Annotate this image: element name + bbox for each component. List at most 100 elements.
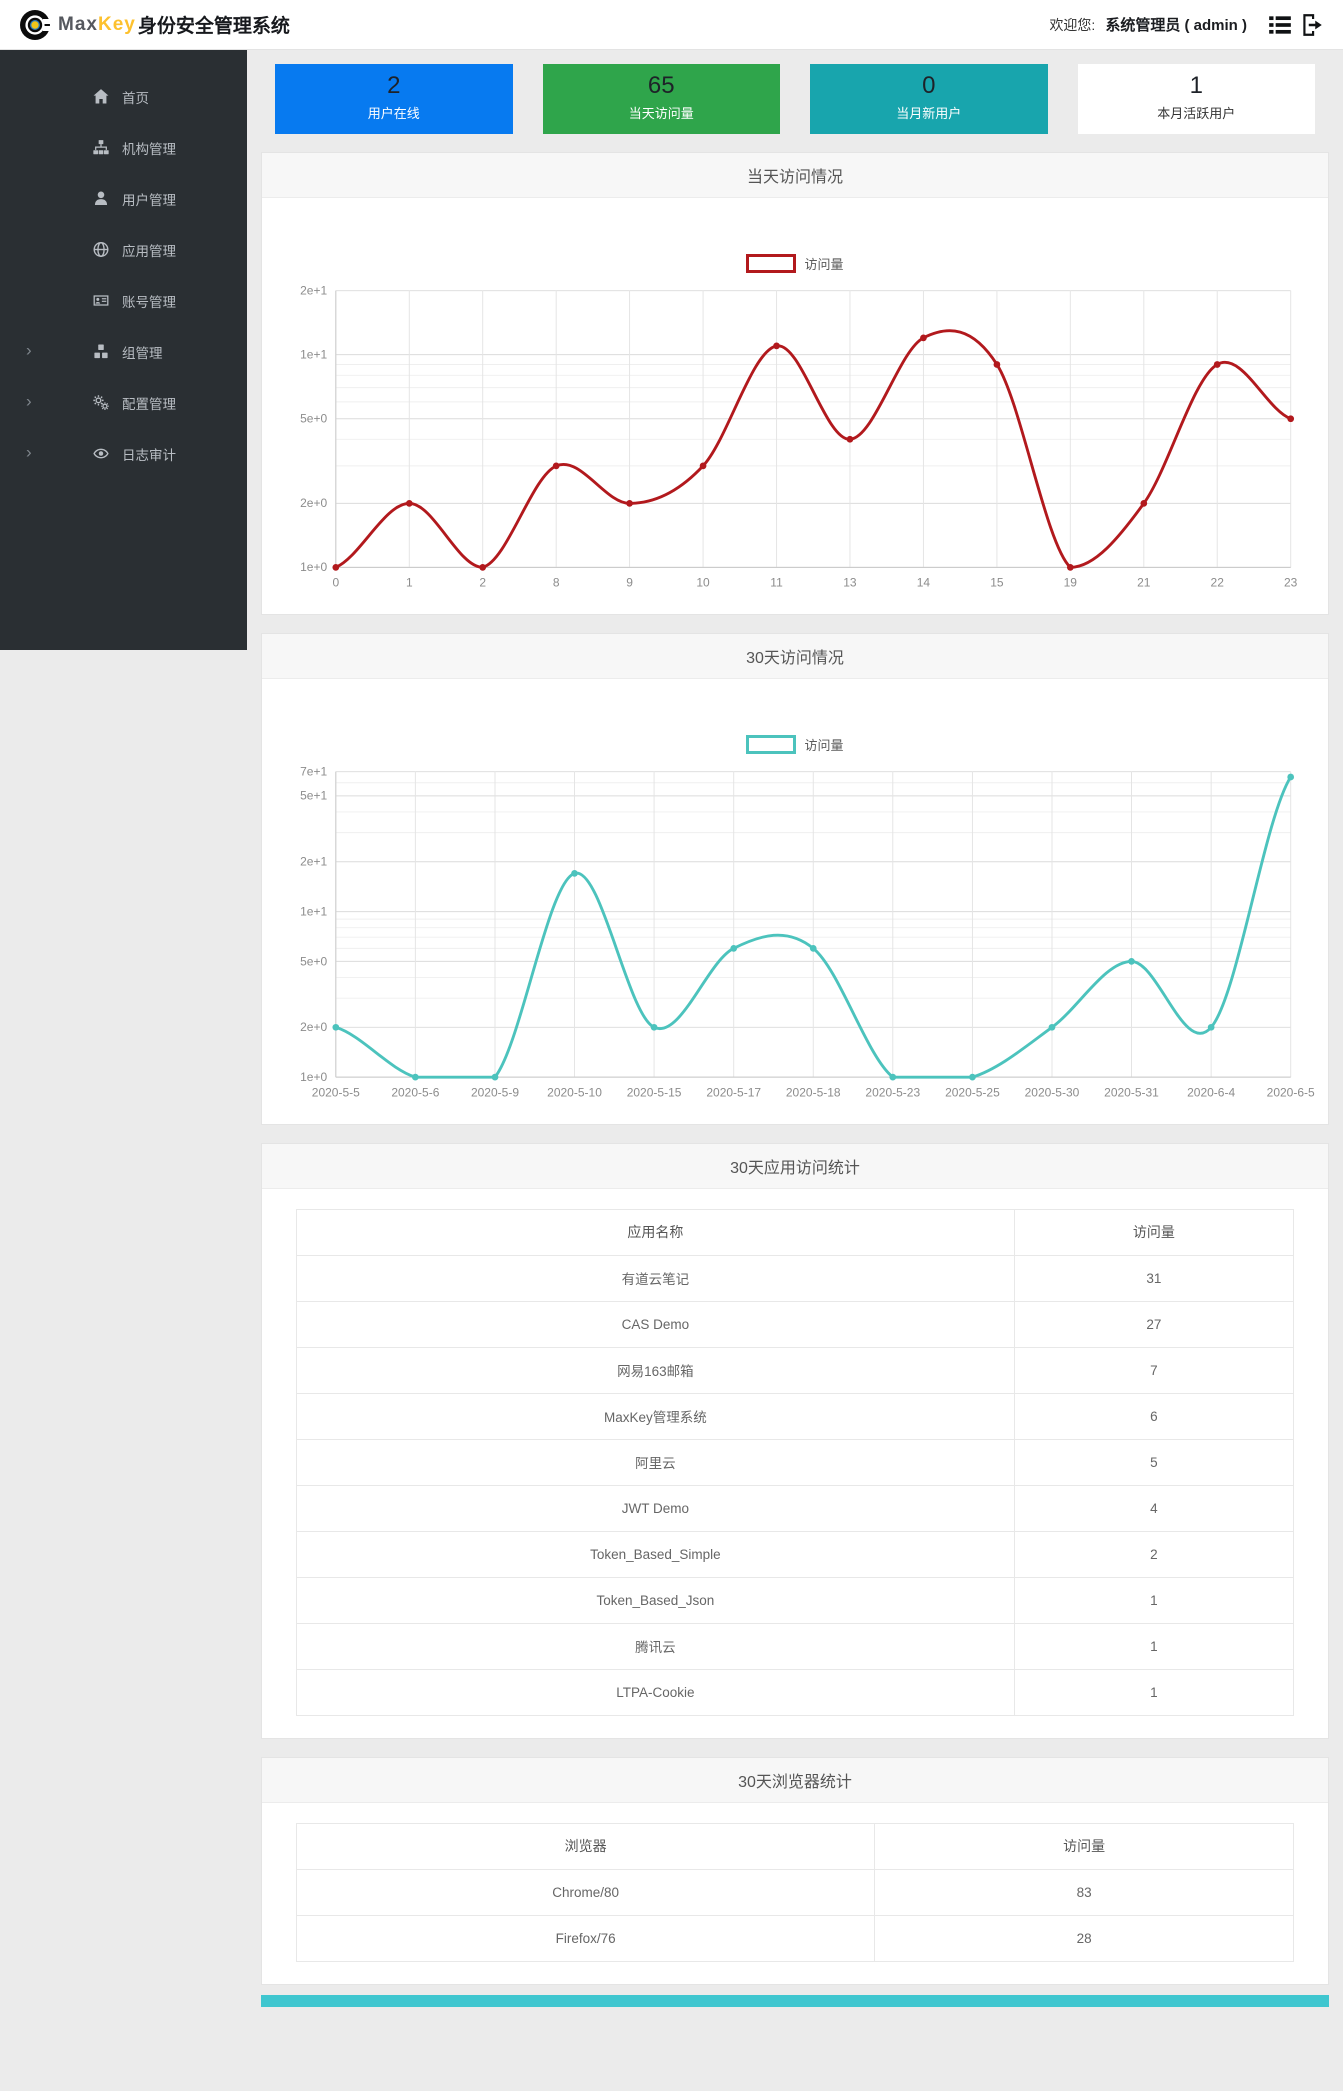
brand-max: Max — [58, 13, 98, 35]
data-point[interactable] — [773, 342, 780, 350]
x-axis-label: 9 — [626, 576, 633, 590]
chevron-right-icon: › — [26, 339, 32, 359]
sidebar-item-config[interactable]: › 配置管理 — [0, 377, 247, 428]
header-right: 欢迎您: 系统管理员 ( admin ) — [1049, 12, 1325, 38]
y-axis-label: 7e+1 — [300, 765, 327, 779]
table-header: 应用名称 访问量 — [296, 1208, 1295, 1256]
y-axis-label: 2e+0 — [300, 1020, 327, 1034]
sidebar-item-user[interactable]: 用户管理 — [0, 173, 247, 224]
data-point[interactable] — [969, 1073, 976, 1081]
data-point[interactable] — [552, 462, 560, 470]
sidebar-item-label: 账号管理 — [122, 294, 176, 310]
data-point[interactable] — [626, 500, 633, 507]
sidebar-item-group[interactable]: › 组管理 — [0, 326, 247, 377]
table-cell: Firefox/76 — [295, 1914, 876, 1962]
data-point[interactable] — [332, 563, 340, 571]
sidebar-item-app[interactable]: 应用管理 — [0, 224, 247, 275]
stats-row: 2 用户在线 65 当天访问量 0 当月新用户 1 本月活跃用户 — [261, 64, 1329, 134]
today-visits-chart: 1e+0 2e+0 5e+0 1e+1 2e+1 0 1 2 8 9 10 11 13 14 15 19 21 2… — [300, 284, 1298, 590]
data-point[interactable] — [1140, 500, 1148, 507]
data-point[interactable] — [809, 944, 817, 952]
welcome-label: 欢迎您: — [1049, 16, 1096, 33]
panel-title: 30天浏览器统计 — [262, 1757, 1328, 1803]
sidebar-item-home[interactable]: 首页 — [0, 71, 247, 122]
data-point[interactable] — [491, 1073, 499, 1081]
x-axis-label: 2020-5-17 — [706, 1085, 761, 1099]
eye-icon — [92, 445, 111, 462]
panel-title: 当天访问情况 — [262, 153, 1328, 198]
x-axis-label: 2020-5-30 — [1025, 1085, 1080, 1099]
data-point[interactable] — [650, 1023, 658, 1031]
table-cell: MaxKey管理系统 — [296, 1392, 1015, 1440]
table-header-row: 浏览器 访问量 — [295, 1822, 1294, 1870]
table-cell: LTPA-Cookie — [296, 1668, 1015, 1716]
sidebar-item-label: 首页 — [122, 90, 149, 106]
x-axis-label: 19 — [1064, 576, 1078, 590]
data-point[interactable] — [1048, 1023, 1056, 1031]
data-point[interactable] — [411, 1073, 419, 1081]
y-axis-label: 2e+1 — [300, 284, 327, 298]
y-axis-label: 5e+1 — [300, 789, 327, 803]
data-point[interactable] — [1213, 361, 1221, 368]
panel-title: 30天访问情况 — [262, 634, 1328, 680]
data-point[interactable] — [332, 1023, 340, 1031]
sidebar: 首页 机构管理 用户管理 应用管理 账号管理 › 组管理 › 配置管理 › 日志审计 — [0, 50, 247, 650]
y-axis-label: 1e+0 — [300, 1070, 327, 1084]
stat-card-today-visits: 65 当天访问量 — [542, 64, 780, 134]
stat-label: 当月新用户 — [896, 106, 962, 121]
data-point[interactable] — [571, 870, 578, 877]
x-axis-label: 1 — [406, 576, 413, 590]
home-icon — [92, 88, 111, 105]
data-point[interactable] — [730, 944, 738, 952]
sidebar-item-label: 机构管理 — [122, 141, 176, 157]
stat-label: 当天访问量 — [628, 106, 694, 121]
table-row: Chrome/80 83 — [295, 1868, 1294, 1916]
x-axis-label: 2020-6-5 — [1267, 1085, 1315, 1099]
table-row: Token_Based_Simple 2 — [296, 1530, 1295, 1578]
data-point[interactable] — [920, 334, 927, 342]
table-cell: 27 — [1013, 1300, 1295, 1348]
stat-card-month-active-users: 1 本月活跃用户 — [1077, 64, 1315, 134]
sidebar-item-label: 日志审计 — [122, 447, 176, 463]
x-axis-label: 22 — [1211, 576, 1225, 590]
table-cell: 1 — [1013, 1622, 1295, 1670]
stat-value: 0 — [922, 72, 936, 99]
sign-out-icon[interactable] — [1299, 12, 1325, 38]
cubes-icon — [92, 343, 111, 360]
month-visits-chart: 1e+0 2e+0 5e+0 1e+1 2e+1 5e+1 7e+1 2020-5-5 2020… — [300, 765, 1315, 1100]
app-header: Max Key 身份安全管理系统 欢迎您: 系统管理员 ( admin ) — [0, 0, 1343, 50]
data-point[interactable] — [1287, 415, 1295, 423]
list-icon[interactable] — [1267, 12, 1293, 38]
table-cell: 6 — [1013, 1392, 1295, 1440]
data-point[interactable] — [1207, 1023, 1215, 1031]
sidebar-item-account[interactable]: 账号管理 — [0, 275, 247, 326]
sidebar-item-org[interactable]: 机构管理 — [0, 122, 247, 173]
legend-month[interactable]: 访问量 — [282, 735, 1308, 755]
data-point[interactable] — [889, 1073, 897, 1081]
column-header: 访问量 — [874, 1822, 1294, 1870]
sidebar-item-audit[interactable]: › 日志审计 — [0, 428, 247, 479]
data-point[interactable] — [846, 435, 854, 443]
stat-card-users-online: 2 用户在线 — [275, 64, 513, 134]
table-cell: Token_Based_Json — [296, 1576, 1015, 1624]
data-point[interactable] — [479, 563, 487, 571]
table-row: JWT Demo 4 — [296, 1484, 1295, 1532]
table-cell: Token_Based_Simple — [296, 1530, 1015, 1578]
panel-browser-stats: 30天浏览器统计 浏览器 访问量 Chrome/80 83 Firefox/76 28 — [261, 1756, 1329, 1985]
stat-value: 65 — [647, 72, 675, 99]
y-axis-label: 5e+0 — [300, 412, 327, 426]
legend-today[interactable]: 访问量 — [282, 254, 1308, 273]
data-point[interactable] — [1066, 563, 1074, 571]
x-axis-label: 15 — [990, 576, 1004, 590]
browser-visits-table: 浏览器 访问量 Chrome/80 83 Firefox/76 28 — [295, 1822, 1294, 1962]
data-point[interactable] — [1128, 958, 1135, 965]
data-point[interactable] — [993, 361, 1001, 368]
x-axis-label: 13 — [843, 576, 857, 590]
data-point[interactable] — [699, 462, 707, 470]
data-point[interactable] — [1287, 773, 1295, 781]
data-point[interactable] — [405, 500, 413, 507]
maxkey-logo-icon — [18, 8, 52, 42]
browser-stats-body: 浏览器 访问量 Chrome/80 83 Firefox/76 28 — [262, 1803, 1328, 1984]
panel-today-visits: 当天访问情况 访问量 1e+0 2e+0 5e+0 1e+1 2e+1 0 1 2 8 9 10 11… — [261, 152, 1329, 616]
table-cell: JWT Demo — [296, 1484, 1015, 1532]
